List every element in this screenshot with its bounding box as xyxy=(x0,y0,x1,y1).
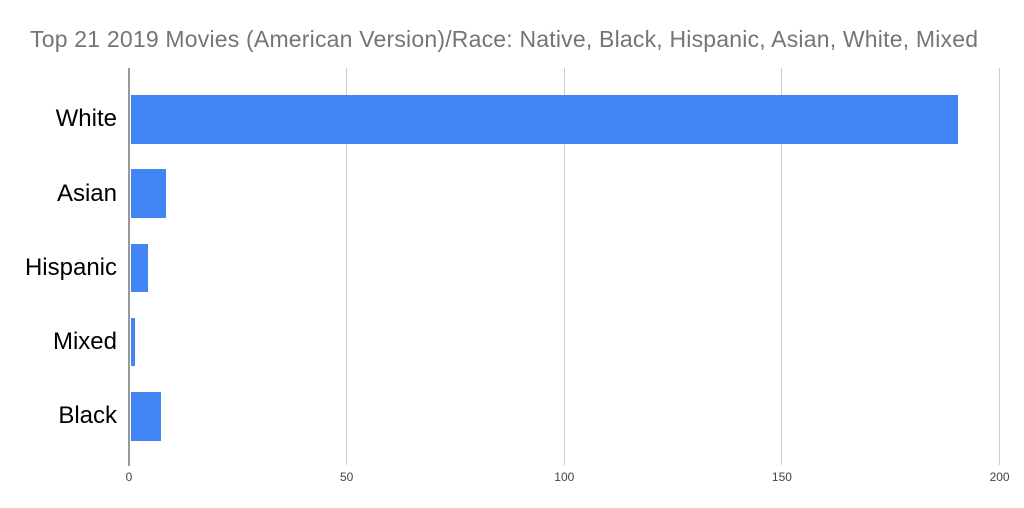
bar-black[interactable] xyxy=(131,392,162,441)
category-label-mixed: Mixed xyxy=(52,328,117,355)
category-label-asian: Asian xyxy=(56,179,117,207)
plot-area: 0 50 100 150 200 xyxy=(126,68,1015,484)
category-label-white: White xyxy=(55,105,117,133)
bar-mixed[interactable] xyxy=(131,317,136,367)
axis-baseline xyxy=(128,68,130,466)
x-tick-label-0: 0 xyxy=(125,470,133,484)
gridline-150 xyxy=(781,68,783,465)
category-label-hispanic: Hispanic xyxy=(24,253,117,281)
x-tick-label-100: 100 xyxy=(554,470,575,484)
x-tick-label-200: 200 xyxy=(989,470,1010,484)
chart-title: Top 21 2019 Movies (American Version)/Ra… xyxy=(30,26,979,52)
gridline-200 xyxy=(999,68,1001,465)
gridline-50 xyxy=(346,68,348,465)
bar-hispanic[interactable] xyxy=(131,243,149,292)
x-tick-label-150: 150 xyxy=(771,470,792,484)
x-tick-label-50: 50 xyxy=(339,470,354,484)
category-label-black: Black xyxy=(58,402,117,430)
bar-white[interactable] xyxy=(131,95,959,144)
bar-asian[interactable] xyxy=(131,169,166,218)
gridline-100 xyxy=(563,68,565,465)
